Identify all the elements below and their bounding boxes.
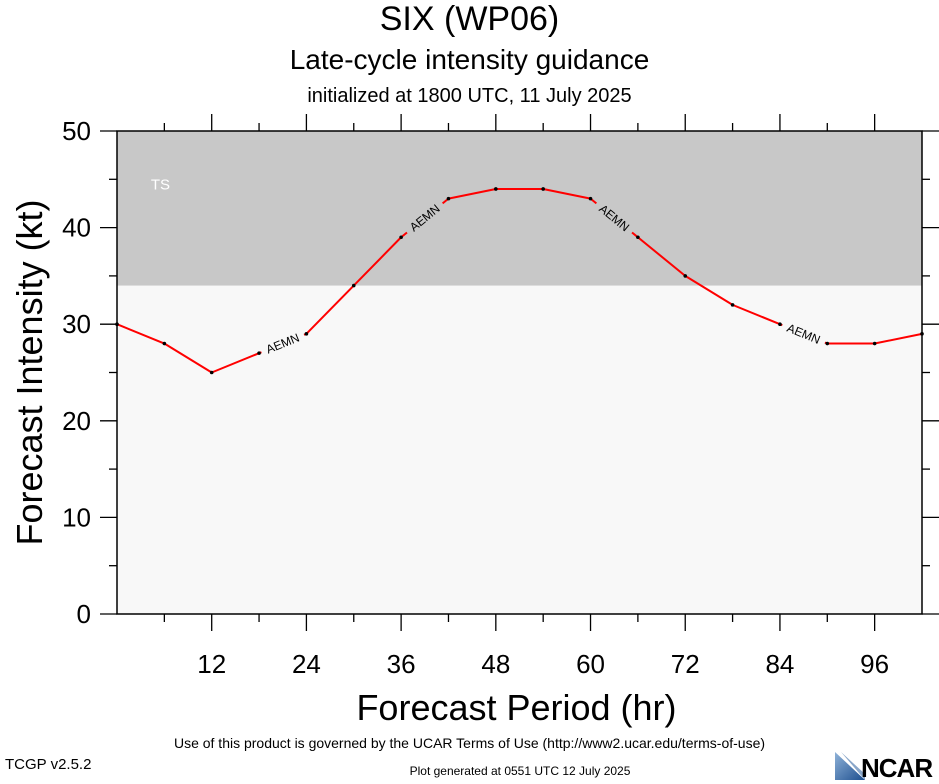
data-point	[683, 274, 688, 278]
x-tick-label: 60	[576, 649, 605, 679]
y-tick-label: 40	[62, 213, 91, 243]
series-line-segment	[732, 303, 781, 326]
x-tick-label: 12	[197, 649, 226, 679]
chart-title: SIX (WP06)	[379, 0, 560, 38]
y-tick-label: 30	[62, 309, 91, 339]
data-point	[872, 341, 877, 346]
x-tick-label: 48	[481, 649, 510, 679]
series-line-segment	[305, 284, 355, 335]
y-tick-label: 10	[62, 502, 91, 532]
series-line-segment	[211, 352, 260, 374]
series-line-segment	[684, 275, 734, 306]
data-point	[162, 341, 167, 346]
ncar-logo: NCAR	[835, 752, 939, 783]
data-point	[588, 196, 593, 201]
terms-of-use: Use of this product is governed by the U…	[173, 735, 766, 751]
data-point	[730, 303, 735, 307]
data-point	[399, 235, 403, 240]
data-point	[304, 332, 309, 336]
x-tick-label: 36	[387, 649, 416, 679]
data-point	[257, 351, 261, 355]
data-point	[825, 341, 830, 346]
x-tick-label: 84	[765, 649, 794, 679]
data-point	[209, 370, 214, 375]
generated-time: Plot generated at 0551 UTC 12 July 2025	[409, 764, 631, 778]
data-point	[494, 187, 498, 191]
series-line-segment	[116, 323, 165, 345]
x-tick-label: 96	[860, 649, 889, 679]
data-point	[446, 196, 451, 201]
series-line-segment	[542, 187, 591, 200]
x-axis-label: Forecast Period (hr)	[356, 687, 676, 728]
data-point	[351, 283, 356, 288]
y-tick-label: 0	[77, 599, 91, 629]
y-tick-label: 50	[62, 116, 91, 146]
intensity-band-0	[117, 131, 922, 286]
data-point	[636, 235, 640, 240]
version-label: TCGP v2.5.2	[5, 756, 92, 773]
band-label: TS	[151, 177, 170, 194]
series-line-segment	[353, 236, 402, 287]
series-line-segment	[163, 342, 213, 374]
chart-subtitle: Late-cycle intensity guidance	[289, 44, 650, 75]
x-tick-label: 24	[292, 649, 321, 679]
ncar-logo-text: NCAR	[861, 753, 933, 783]
y-tick-label: 20	[62, 406, 91, 436]
series-line-segment	[874, 332, 923, 345]
data-point	[541, 187, 545, 191]
init-time: initialized at 1800 UTC, 11 July 2025	[307, 85, 632, 107]
x-tick-label: 72	[671, 649, 700, 679]
data-point	[778, 322, 782, 327]
series-line-segment	[637, 236, 686, 277]
ncar-logo-mark-icon	[835, 752, 865, 780]
y-axis-label: Forecast Intensity (kt)	[9, 199, 50, 545]
series-line-segment	[448, 187, 497, 200]
